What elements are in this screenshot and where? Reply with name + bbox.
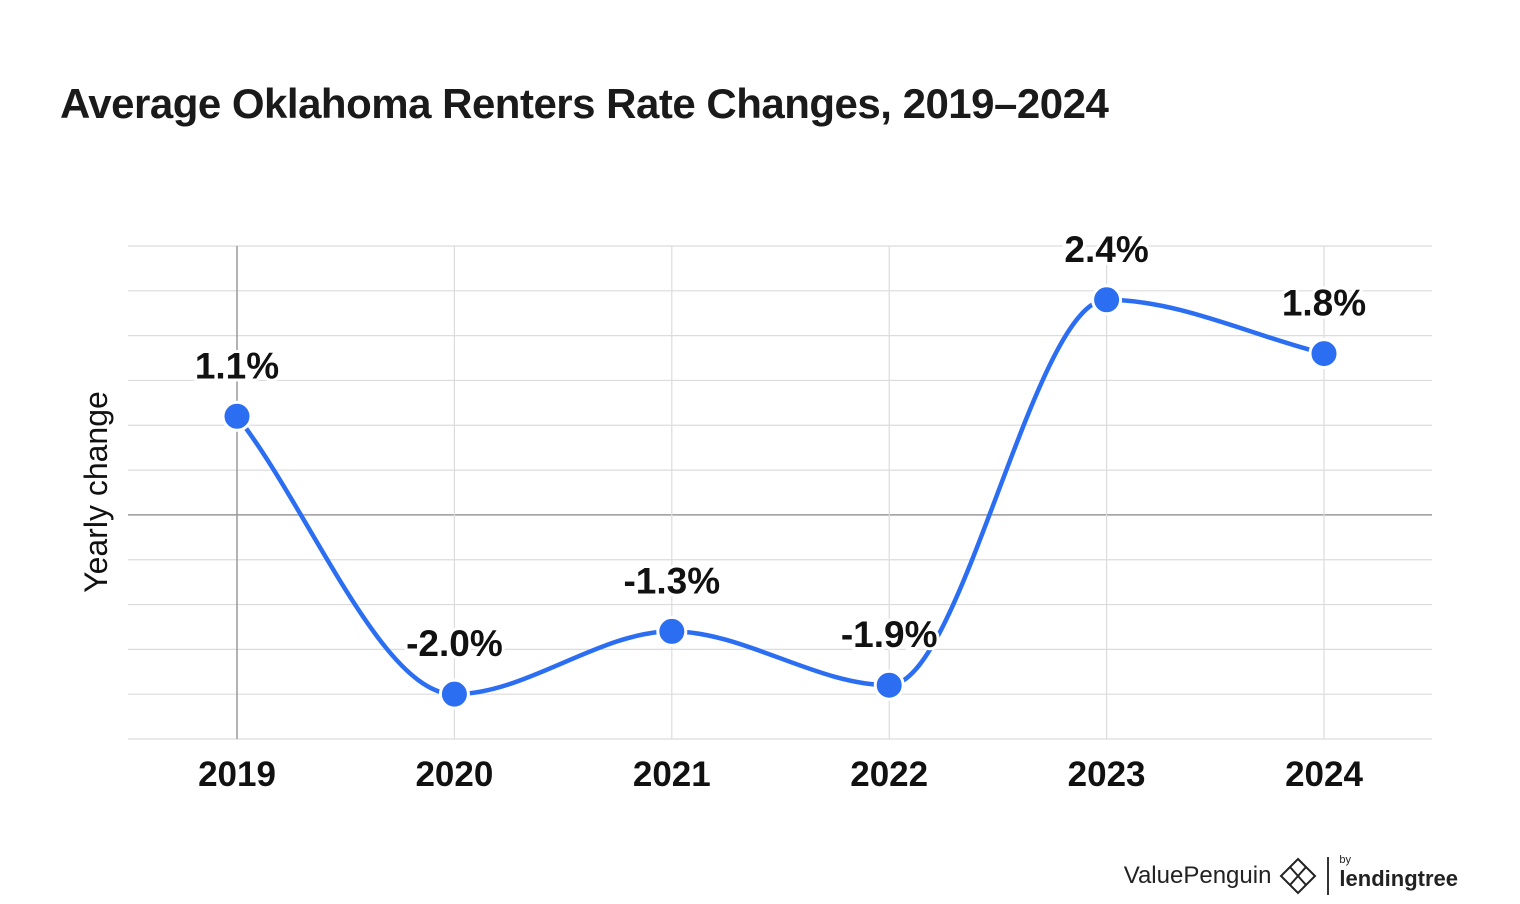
brand-name: ValuePenguin xyxy=(1123,862,1272,889)
data-label: -1.9% xyxy=(841,614,938,655)
chart-title: Average Oklahoma Renters Rate Changes, 2… xyxy=(60,80,1109,127)
grid-lines xyxy=(128,245,1432,740)
data-point xyxy=(656,615,688,647)
x-tick-label: 2021 xyxy=(633,755,711,794)
valuepenguin-logo-icon xyxy=(1280,857,1317,895)
data-point xyxy=(221,400,253,432)
data-label: -2.0% xyxy=(406,623,503,664)
x-axis-tick-labels: 2019 2020 2021 2022 2023 2024 xyxy=(198,755,1363,794)
data-point xyxy=(438,678,470,710)
data-point xyxy=(1308,338,1340,370)
series-line xyxy=(235,297,1325,697)
data-label: -1.3% xyxy=(623,560,720,601)
y-axis-label: Yearly change xyxy=(78,391,114,593)
data-points xyxy=(221,284,1340,710)
brand-partner: by lendingtree xyxy=(1339,854,1458,892)
brand-logo: ValuePenguin by lendingtree xyxy=(1124,854,1458,898)
brand-partner-name: lendingtree xyxy=(1339,866,1458,891)
x-tick-label: 2020 xyxy=(415,755,493,794)
data-label: 1.8% xyxy=(1282,283,1366,324)
data-point xyxy=(873,669,905,701)
x-tick-label: 2023 xyxy=(1068,755,1146,794)
data-labels: 1.1% -2.0% -1.3% -1.9% 2.4% 1.8% xyxy=(192,226,1369,667)
data-point xyxy=(1091,284,1123,316)
x-tick-label: 2022 xyxy=(850,755,928,794)
x-tick-label: 2019 xyxy=(198,755,276,794)
x-tick-label: 2024 xyxy=(1285,755,1363,794)
data-label: 1.1% xyxy=(195,345,279,386)
brand-by: by xyxy=(1339,854,1352,866)
brand-divider xyxy=(1327,857,1330,895)
data-label: 2.4% xyxy=(1064,229,1148,270)
